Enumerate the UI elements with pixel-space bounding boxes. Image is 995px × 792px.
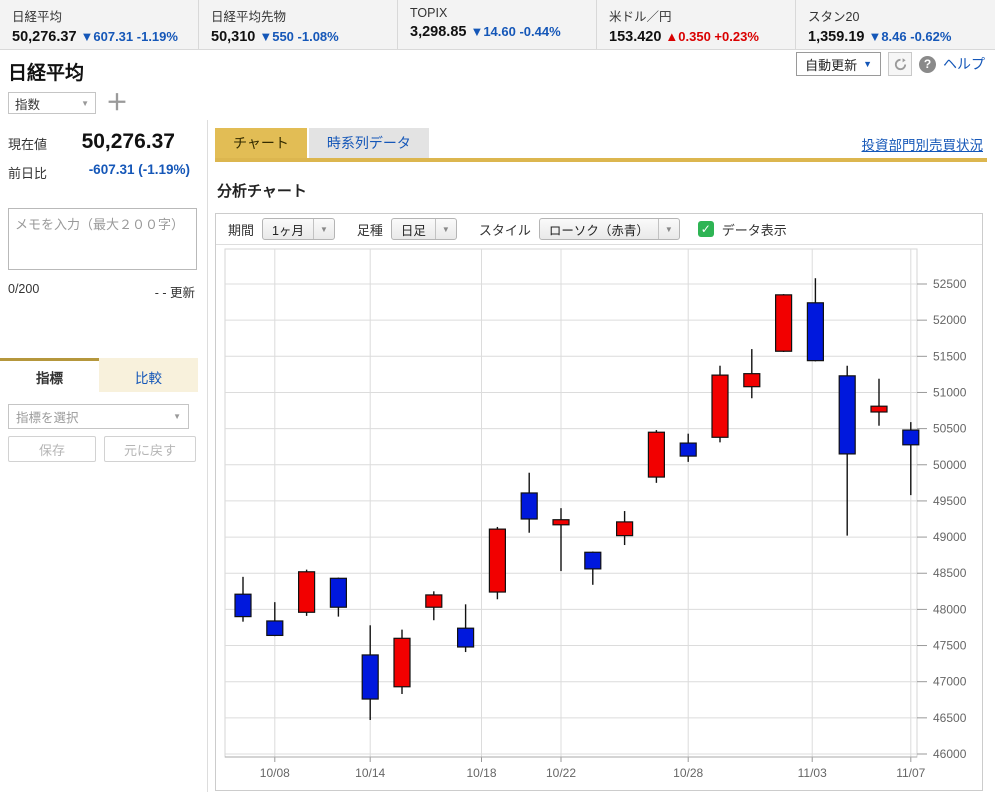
interval-label: 足種 (356, 222, 383, 238)
refresh-button[interactable] (888, 52, 912, 76)
analysis-chart-title: 分析チャート (217, 183, 307, 200)
chart-widget: 期間 1ヶ月 ▼ 足種 日足 ▼ スタイル ローソク（赤青） ▼ ✓ データ表示 (215, 213, 983, 791)
indicator-select-placeholder: 指標を選択 (16, 411, 79, 425)
chevron-down-icon: ▼ (863, 59, 872, 69)
svg-text:50500: 50500 (933, 422, 967, 436)
chevron-down-icon: ▼ (657, 219, 679, 239)
tab-indicator[interactable]: 指標 (0, 358, 99, 392)
ticker-item[interactable]: スタン20 1,359.19 ▼8.46 -0.62% (796, 0, 995, 49)
svg-text:10/14: 10/14 (355, 766, 385, 780)
header-controls: 自動更新 ▼ ? ヘルプ (796, 52, 985, 76)
reset-button[interactable]: 元に戻す (104, 436, 196, 462)
add-plus-icon[interactable]: ＋ (106, 90, 129, 115)
svg-text:10/18: 10/18 (466, 766, 496, 780)
ticker-item-value: 50,276.37 (12, 29, 77, 45)
svg-text:52500: 52500 (933, 277, 967, 291)
svg-text:52000: 52000 (933, 313, 967, 327)
ticker-item-value: 50,310 (211, 29, 256, 45)
ticker-item[interactable]: 日経平均先物 50,310 ▼550 -1.08% (199, 0, 398, 49)
period-value: 1ヶ月 (272, 223, 304, 238)
svg-text:11/03: 11/03 (798, 766, 827, 780)
period-label: 期間 (228, 222, 255, 238)
interval-value: 日足 (400, 223, 426, 238)
save-button[interactable]: 保存 (8, 436, 96, 462)
tab-compare[interactable]: 比較 (99, 358, 198, 392)
ticker-item-value: 153.420 (609, 29, 662, 45)
svg-text:47000: 47000 (933, 675, 967, 689)
auto-update-label: 自動更新 (805, 57, 858, 73)
vertical-divider (207, 120, 208, 792)
period-dropdown[interactable]: 1ヶ月 ▼ (262, 218, 335, 240)
category-select-value: 指数 (15, 97, 41, 112)
current-price-value: 50,276.37 (81, 130, 175, 153)
candlestick-chart[interactable]: 46000 46500 47000 47500 48000 48500 49000 49500… (216, 245, 982, 791)
sidebar-tabs: 指標 比較 (0, 358, 198, 392)
ticker-item-name: 米ドル／円 (609, 10, 672, 24)
refresh-icon (894, 57, 906, 70)
day-change-label: 前日比 (8, 166, 48, 181)
tab-underline (215, 158, 987, 162)
ticker-item-value: 3,298.85 (410, 24, 467, 40)
ticker-item-change: ▼607.31 -1.19% (80, 29, 178, 44)
ticker-item-change: ▼14.60 -0.44% (470, 24, 561, 39)
memo-char-counter: 0/200 (8, 282, 40, 296)
sidebar: 現在値 50,276.37 前日比 -607.31 (-1.19%) 0/200… (0, 120, 207, 792)
svg-text:51500: 51500 (933, 349, 967, 363)
ticker-item[interactable]: TOPIX 3,298.85 ▼14.60 -0.44% (398, 0, 597, 49)
ticker-item-change: ▼8.46 -0.62% (868, 29, 952, 44)
svg-text:49500: 49500 (933, 494, 967, 508)
chevron-down-icon: ▼ (81, 98, 89, 108)
style-dropdown[interactable]: ローソク（赤青） ▼ (538, 218, 680, 240)
svg-text:10/08: 10/08 (260, 766, 290, 780)
chevron-down-icon: ▼ (312, 219, 334, 239)
chart-controls: 期間 1ヶ月 ▼ 足種 日足 ▼ スタイル ローソク（赤青） ▼ ✓ データ表示 (216, 214, 982, 245)
index-ticker-bar: 日経平均 50,276.37 ▼607.31 -1.19% 日経平均先物 50,310 ▼… (0, 0, 995, 50)
category-select[interactable]: 指数 ▼ (8, 92, 96, 114)
ticker-item-name: TOPIX (410, 6, 448, 20)
page-title: 日経平均 (8, 63, 85, 84)
main-tabs: チャート 時系列データ (215, 128, 429, 158)
svg-text:10/28: 10/28 (673, 766, 703, 780)
svg-text:11/07: 11/07 (896, 766, 925, 780)
auto-update-dropdown[interactable]: 自動更新 ▼ (796, 52, 881, 76)
tab-timeseries[interactable]: 時系列データ (308, 128, 429, 158)
current-price-label: 現在値 (8, 137, 48, 152)
svg-text:48500: 48500 (933, 566, 967, 580)
category-row: 指数 ▼ ＋ (8, 92, 128, 114)
chevron-down-icon: ▼ (434, 219, 456, 239)
ticker-item-change: ▲0.350 +0.23% (665, 29, 759, 44)
help-icon[interactable]: ? (919, 55, 936, 73)
memo-update-status[interactable]: - - 更新 (154, 286, 195, 300)
data-display-label: データ表示 (721, 222, 787, 238)
svg-text:46000: 46000 (933, 747, 967, 761)
ticker-item[interactable]: 日経平均 50,276.37 ▼607.31 -1.19% (0, 0, 199, 49)
svg-text:50000: 50000 (933, 458, 967, 472)
ticker-item-name: 日経平均 (12, 10, 63, 24)
ticker-item-name: スタン20 (808, 10, 860, 24)
day-change-value: -607.31 (-1.19%) (88, 162, 190, 177)
investment-breakdown-link[interactable]: 投資部門別売買状況 (861, 138, 984, 153)
chevron-down-icon: ▼ (173, 412, 181, 421)
ticker-item-value: 1,359.19 (808, 29, 865, 45)
svg-text:47500: 47500 (933, 639, 967, 653)
style-value: ローソク（赤青） (548, 223, 649, 238)
ticker-item[interactable]: 米ドル／円 153.420 ▲0.350 +0.23% (597, 0, 796, 49)
svg-text:49000: 49000 (933, 530, 967, 544)
main-panel: チャート 時系列データ 投資部門別売買状況 分析チャート 期間 1ヶ月 ▼ 足種… (215, 120, 995, 792)
tab-chart[interactable]: チャート (215, 128, 307, 158)
candlestick-chart-svg: 46000 46500 47000 47500 48000 48500 49000 49500… (224, 248, 967, 780)
data-display-checkbox[interactable]: ✓ (697, 221, 714, 237)
style-label: スタイル (478, 222, 531, 238)
interval-dropdown[interactable]: 日足 ▼ (390, 218, 457, 240)
svg-text:48000: 48000 (933, 602, 967, 616)
svg-text:51000: 51000 (933, 385, 967, 399)
ticker-item-change: ▼550 -1.08% (259, 29, 339, 44)
svg-text:10/22: 10/22 (546, 766, 576, 780)
svg-text:46500: 46500 (933, 711, 967, 725)
memo-input[interactable] (8, 208, 197, 270)
ticker-item-name: 日経平均先物 (211, 10, 287, 24)
indicator-select[interactable]: 指標を選択 ▼ (8, 404, 189, 429)
help-link[interactable]: ヘルプ (943, 56, 985, 72)
